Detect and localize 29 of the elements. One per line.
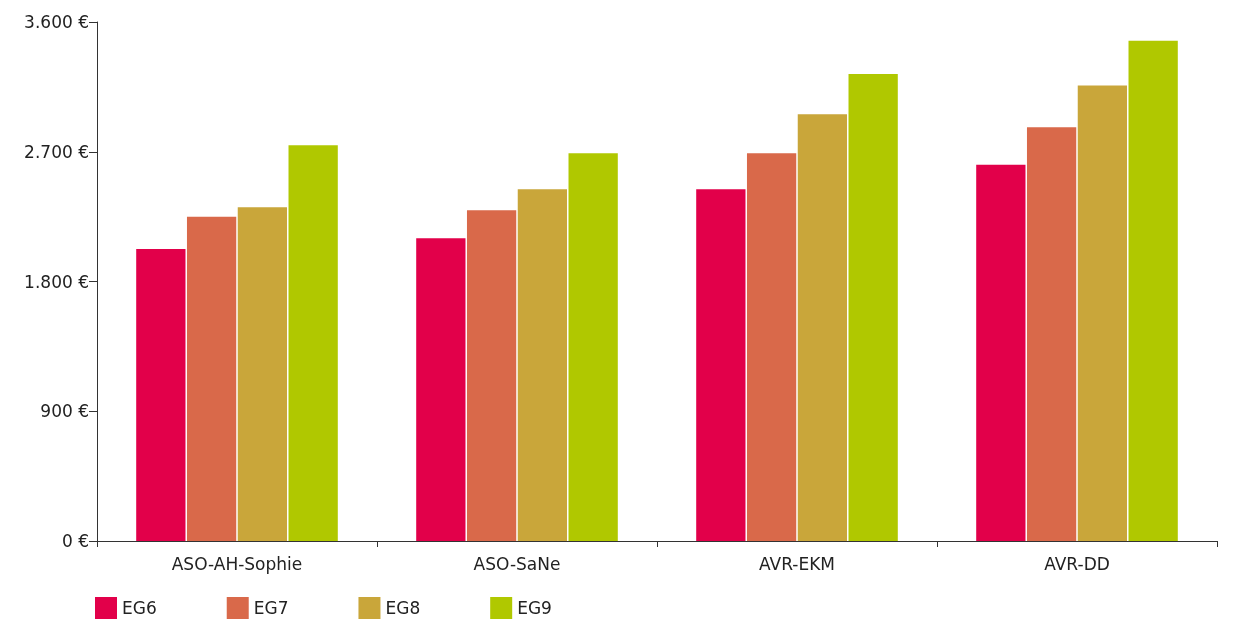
bar [466, 210, 517, 541]
y-tick-label: 1.800 € [24, 271, 89, 292]
bar [568, 153, 618, 541]
bar [797, 114, 848, 541]
bar [848, 73, 898, 541]
bar [696, 189, 746, 541]
bar [186, 216, 237, 541]
bar [746, 153, 797, 541]
y-tick-label: 3.600 € [24, 12, 89, 32]
bar [288, 145, 338, 541]
x-tick-label: ASO-SaNe [473, 553, 561, 574]
bar [1128, 40, 1178, 541]
legend-label: EG9 [517, 598, 552, 618]
x-tick-label: AVR-DD [1044, 553, 1110, 574]
bar [1026, 127, 1077, 541]
x-tick-label: AVR-EKM [759, 553, 835, 574]
x-tick-label: ASO-AH-Sophie [171, 553, 303, 574]
bar [1077, 85, 1128, 541]
legend-label: EG7 [253, 598, 289, 618]
y-tick-label: 2.700 € [24, 141, 89, 162]
bar [136, 249, 186, 541]
bar [976, 164, 1026, 541]
y-tick-label: 0 € [61, 531, 89, 551]
legend-label: EG6 [122, 598, 157, 618]
legend-label: EG8 [385, 598, 421, 618]
y-tick-label: 900 € [40, 401, 89, 422]
bar [237, 207, 288, 541]
bar [416, 238, 466, 541]
bar [517, 189, 568, 541]
